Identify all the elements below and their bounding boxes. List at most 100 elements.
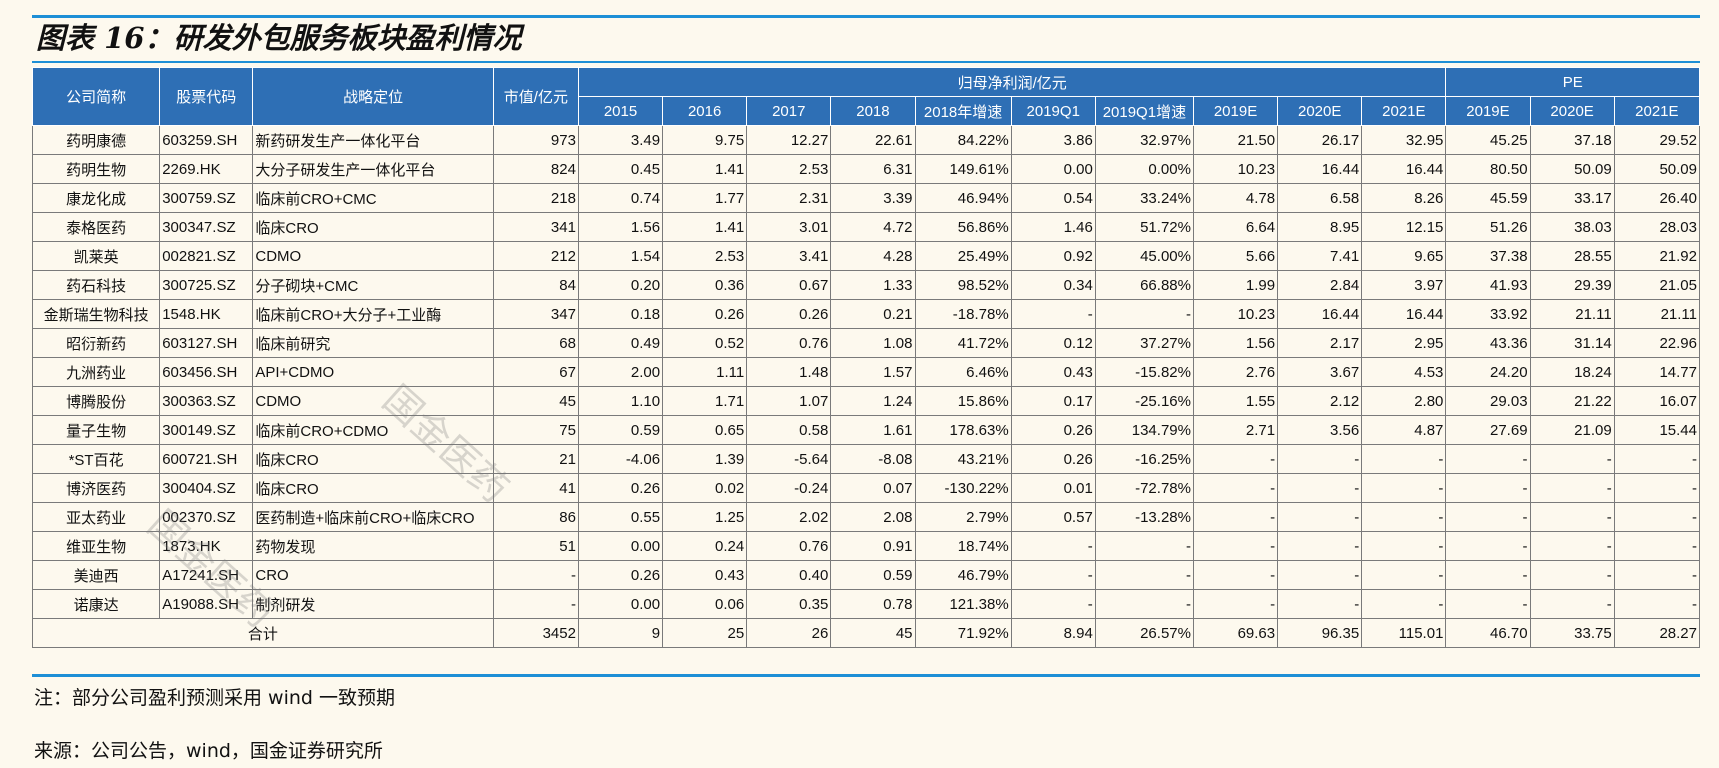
- profit-2020e-cell: 2.17: [1277, 328, 1363, 358]
- profit-2019e-cell: -: [1192, 473, 1279, 503]
- total-value-cell: 96.35: [1277, 618, 1363, 648]
- profit-2020e-cell: -: [1277, 531, 1363, 561]
- growth-2018-cell: 15.86%: [914, 386, 1012, 416]
- code-cell: A17241.SH: [159, 560, 254, 590]
- company-cell: 昭衍新药: [31, 328, 161, 358]
- pe-2021e-cell: 16.07: [1613, 386, 1701, 416]
- profit-2015-cell: 1.54: [577, 241, 664, 271]
- mktcap-cell: 41: [492, 473, 579, 503]
- pe-2019e-cell: 45.25: [1445, 125, 1531, 155]
- profit-2015-cell: 0.18: [577, 299, 664, 329]
- pe-2019e-cell: 80.50: [1445, 154, 1531, 184]
- mktcap-cell: 45: [492, 386, 579, 416]
- profit-2019q1-cell: 0.12: [1010, 328, 1096, 358]
- profit-2019e-cell: 1.99: [1192, 270, 1279, 300]
- strategy-cell: 临床前CRO+大分子+工业酶: [252, 299, 494, 329]
- mktcap-cell: 341: [492, 212, 579, 242]
- strategy-cell: 临床前CRO+CMC: [252, 183, 494, 213]
- profit-2020e-cell: 16.44: [1277, 299, 1363, 329]
- col-header-pe: 2021E: [1613, 96, 1701, 126]
- total-value-cell: 9: [577, 618, 664, 648]
- pe-2019e-cell: -: [1445, 560, 1531, 590]
- code-cell: 600721.SH: [159, 444, 254, 474]
- profit-2021e-cell: 12.15: [1361, 212, 1447, 242]
- total-value-cell: 3452: [492, 618, 579, 648]
- pe-2019e-cell: -: [1445, 531, 1531, 561]
- growth-2019q1-cell: -25.16%: [1094, 386, 1194, 416]
- group-header-pe: PE: [1445, 67, 1700, 97]
- pe-2020e-cell: 21.09: [1529, 415, 1615, 445]
- col-header-profit: 2019Q1: [1010, 96, 1096, 126]
- growth-2018-cell: 6.46%: [914, 357, 1012, 387]
- mktcap-cell: 67: [492, 357, 579, 387]
- pe-2019e-cell: 24.20: [1445, 357, 1531, 387]
- profit-2015-cell: 1.10: [577, 386, 664, 416]
- profit-2021e-cell: 16.44: [1361, 154, 1447, 184]
- col-header-profit: 2018: [830, 96, 916, 126]
- profit-2020e-cell: -: [1277, 473, 1363, 503]
- profit-2018-cell: 1.61: [830, 415, 916, 445]
- strategy-cell: API+CDMO: [252, 357, 494, 387]
- profit-2019q1-cell: 0.92: [1010, 241, 1096, 271]
- total-value-cell: 115.01: [1361, 618, 1447, 648]
- profit-2017-cell: 0.35: [746, 589, 832, 619]
- col-header-company: 公司简称: [31, 67, 161, 126]
- pe-2020e-cell: -: [1529, 589, 1615, 619]
- company-cell: 药石科技: [31, 270, 161, 300]
- code-cell: 002821.SZ: [159, 241, 254, 271]
- growth-2019q1-cell: -13.28%: [1094, 502, 1194, 532]
- pe-2021e-cell: -: [1613, 531, 1701, 561]
- growth-2019q1-cell: 33.24%: [1094, 183, 1194, 213]
- strategy-cell: CRO: [252, 560, 494, 590]
- profit-2019e-cell: 1.56: [1192, 328, 1279, 358]
- profit-2019e-cell: -: [1192, 502, 1279, 532]
- profit-2018-cell: 2.08: [830, 502, 916, 532]
- profit-2015-cell: 0.59: [577, 415, 664, 445]
- mktcap-cell: -: [492, 560, 579, 590]
- growth-2018-cell: 18.74%: [914, 531, 1012, 561]
- growth-2018-cell: 46.79%: [914, 560, 1012, 590]
- strategy-cell: 制剂研发: [252, 589, 494, 619]
- table-row: *ST百花 600721.SH 临床CRO 21 -4.06 1.39 -5.64 -8.08…: [31, 444, 1701, 474]
- code-cell: A19088.SH: [159, 589, 254, 619]
- company-cell: 亚太药业: [31, 502, 161, 532]
- footnote: 注：部分公司盈利预测采用 wind 一致预期: [34, 687, 396, 709]
- code-cell: 300347.SZ: [159, 212, 254, 242]
- profit-2016-cell: 1.41: [662, 212, 748, 242]
- pe-2021e-cell: 21.92: [1613, 241, 1701, 271]
- pe-2019e-cell: 27.69: [1445, 415, 1531, 445]
- col-header-profit: 2016: [662, 96, 748, 126]
- table-row: 药明康德 603259.SH 新药研发生产一体化平台 973 3.49 9.75 12.27…: [31, 125, 1701, 155]
- col-header-profit: 2017: [746, 96, 832, 126]
- strategy-cell: 临床CRO: [252, 473, 494, 503]
- subheader-row: 2015 2016 2017 2018 2018年增速 2019Q1 2019Q1增速 201…: [33, 96, 1701, 126]
- pe-2019e-cell: -: [1445, 589, 1531, 619]
- profit-2017-cell: 0.76: [746, 328, 832, 358]
- company-cell: *ST百花: [31, 444, 161, 474]
- strategy-cell: 临床CRO: [252, 212, 494, 242]
- strategy-cell: 大分子研发生产一体化平台: [252, 154, 494, 184]
- growth-2019q1-cell: 51.72%: [1094, 212, 1194, 242]
- profit-2018-cell: 0.78: [830, 589, 916, 619]
- pe-2019e-cell: 33.92: [1445, 299, 1531, 329]
- profit-2021e-cell: -: [1361, 531, 1447, 561]
- profit-2018-cell: 1.08: [830, 328, 916, 358]
- strategy-cell: CDMO: [252, 386, 494, 416]
- pe-2020e-cell: 38.03: [1529, 212, 1615, 242]
- profit-2018-cell: 4.28: [830, 241, 916, 271]
- col-header-profit: 2015: [577, 96, 664, 126]
- profit-2016-cell: 1.77: [662, 183, 748, 213]
- col-header-profit: 2021E: [1361, 96, 1447, 126]
- code-cell: 603259.SH: [159, 125, 254, 155]
- profit-2016-cell: 1.39: [662, 444, 748, 474]
- profit-2019q1-cell: 0.43: [1010, 357, 1096, 387]
- table-row: 金斯瑞生物科技 1548.HK 临床前CRO+大分子+工业酶 347 0.18 0.26 0…: [31, 299, 1701, 329]
- code-cell: 603127.SH: [159, 328, 254, 358]
- profit-2018-cell: 1.57: [830, 357, 916, 387]
- profit-2019e-cell: -: [1192, 444, 1279, 474]
- growth-2019q1-cell: -: [1094, 560, 1194, 590]
- code-cell: 300363.SZ: [159, 386, 254, 416]
- col-header-profit: 2018年增速: [914, 96, 1012, 126]
- code-cell: 002370.SZ: [159, 502, 254, 532]
- pe-2019e-cell: 37.38: [1445, 241, 1531, 271]
